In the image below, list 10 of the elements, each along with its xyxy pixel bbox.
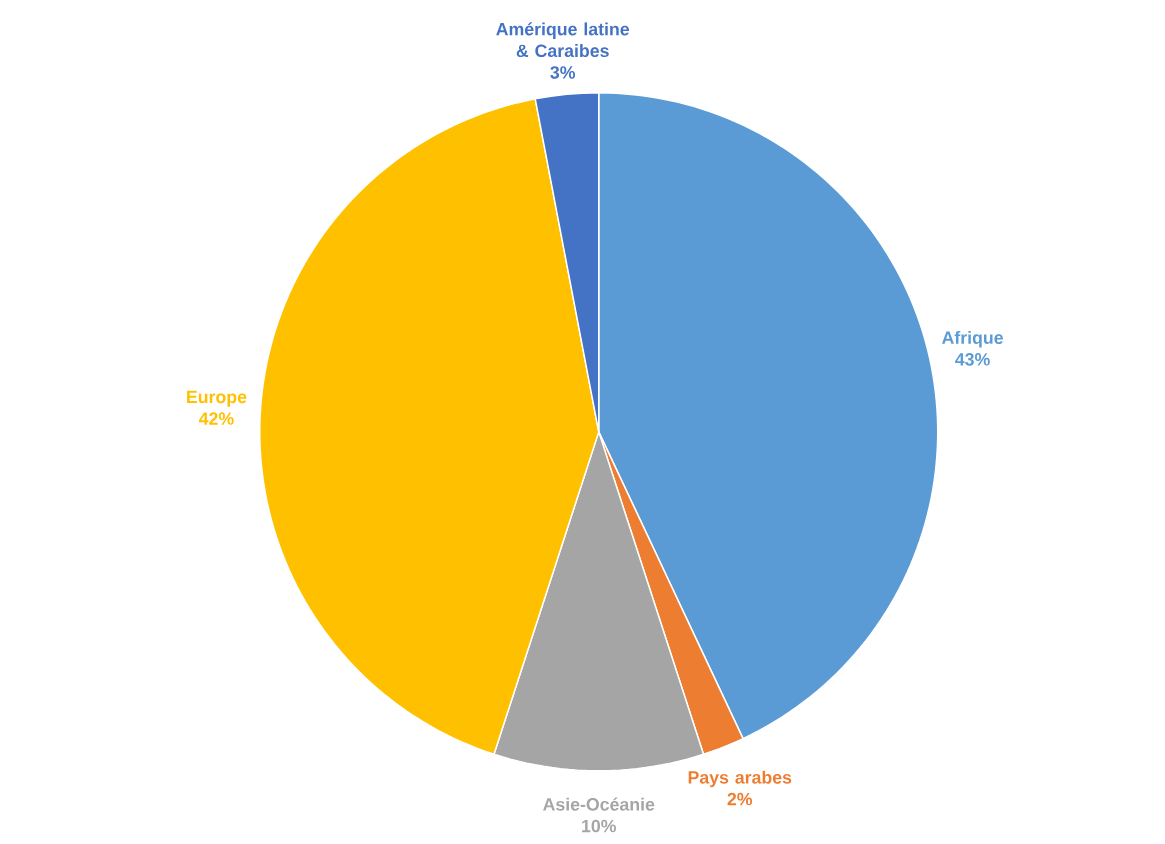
data-label: 3% [550, 66, 576, 79]
slice-label: Asie-Océanie [543, 797, 655, 811]
slice-label: Europe [187, 390, 247, 407]
data-label: 10% [582, 819, 616, 833]
slice-label: Amérique latine & Caraibes [496, 22, 630, 58]
data-label: 43% [955, 353, 990, 366]
slice-label: Afrique [942, 330, 1003, 348]
data-label: 2% [727, 792, 753, 806]
data-label: 42% [198, 412, 234, 425]
slice-label: Pays arabes [688, 770, 792, 788]
